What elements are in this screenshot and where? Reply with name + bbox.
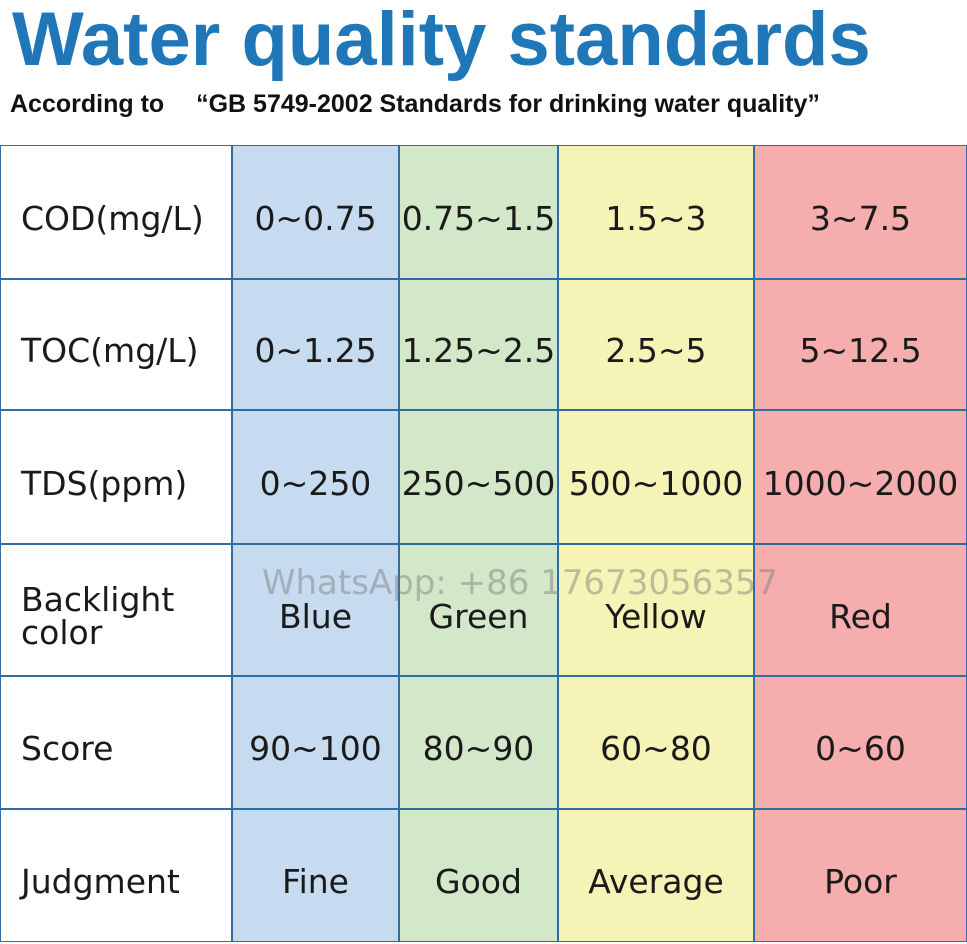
cell: Yellow bbox=[558, 544, 754, 676]
row-label: Backlight color bbox=[0, 544, 232, 676]
watermark: WhatsApp: +86 17673056357 bbox=[261, 563, 779, 603]
cell: 1000~2000 bbox=[754, 410, 967, 544]
subtitle: According to “GB 5749-2002 Standards for… bbox=[10, 90, 820, 118]
table: COD(mg/L) 0~0.75 0.75~1.5 1.5~3 3~7.5 TOC(mg/… bbox=[0, 145, 967, 944]
cell: 500~1000 bbox=[558, 410, 754, 544]
cell: Poor bbox=[754, 809, 967, 942]
cell: 0~0.75 bbox=[232, 145, 399, 279]
cell: Blue bbox=[232, 544, 399, 676]
cell: Fine bbox=[232, 809, 399, 942]
row-label: COD(mg/L) bbox=[0, 145, 232, 279]
cell: 0.75~1.5 bbox=[399, 145, 558, 279]
cell: Red bbox=[754, 544, 967, 676]
cell: 0~60 bbox=[754, 676, 967, 809]
cell: 90~100 bbox=[232, 676, 399, 809]
row-label: TOC(mg/L) bbox=[0, 279, 232, 410]
cell: 80~90 bbox=[399, 676, 558, 809]
cell: Average bbox=[558, 809, 754, 942]
cell: 60~80 bbox=[558, 676, 754, 809]
title: Water quality standards bbox=[12, 0, 871, 82]
row-label: Score bbox=[0, 676, 232, 809]
row-label: TDS(ppm) bbox=[0, 410, 232, 544]
cell: 250~500 bbox=[399, 410, 558, 544]
cell: Good bbox=[399, 809, 558, 942]
cell: 0~250 bbox=[232, 410, 399, 544]
cell: 1.25~2.5 bbox=[399, 279, 558, 410]
cell: 3~7.5 bbox=[754, 145, 967, 279]
cell: 0~1.25 bbox=[232, 279, 399, 410]
cell: 5~12.5 bbox=[754, 279, 967, 410]
row-label: Judgment bbox=[0, 809, 232, 942]
cell: 1.5~3 bbox=[558, 145, 754, 279]
cell: 2.5~5 bbox=[558, 279, 754, 410]
cell: Green bbox=[399, 544, 558, 676]
